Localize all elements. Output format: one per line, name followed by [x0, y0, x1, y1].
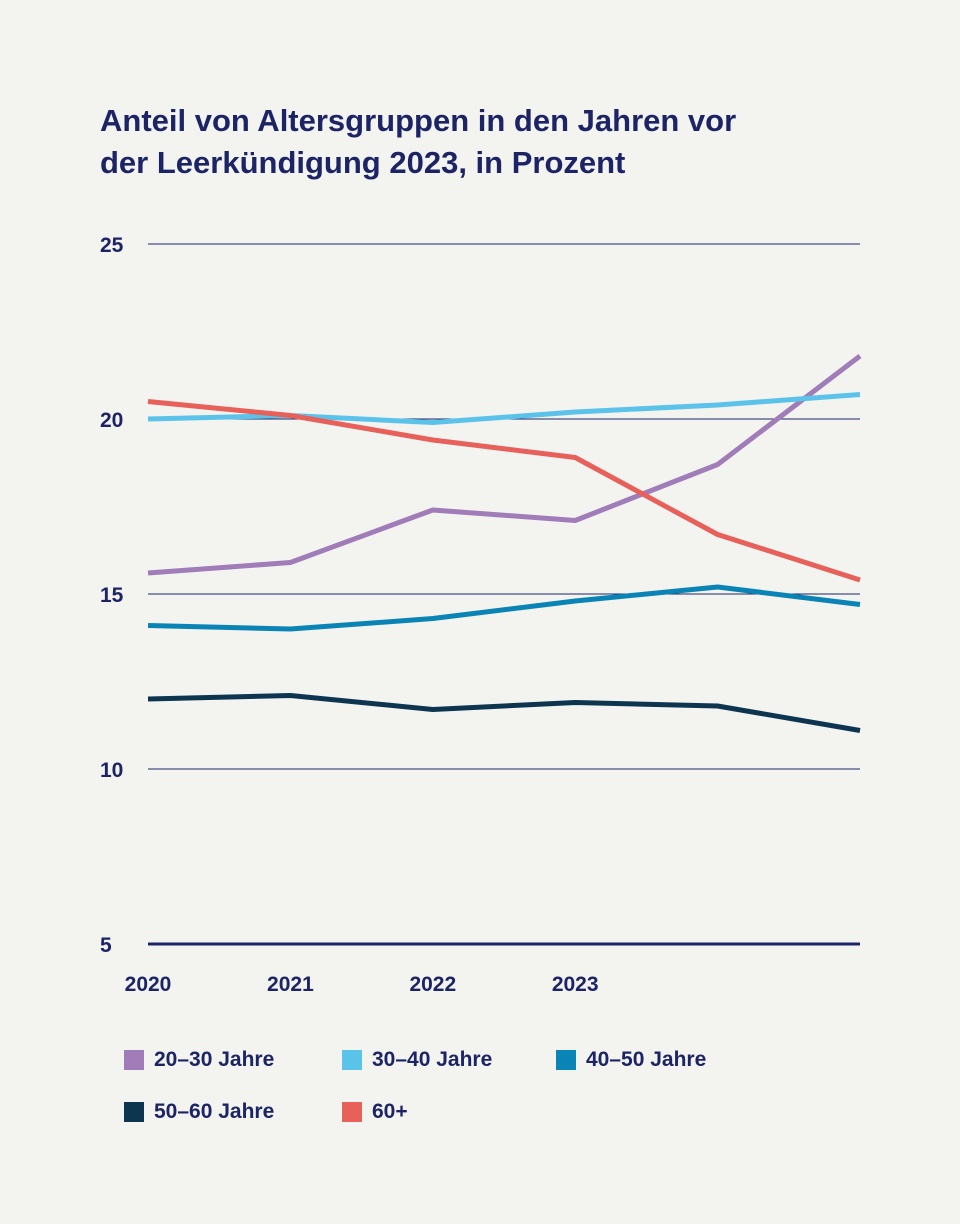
legend-row-2: 50–60 Jahre 60+ [124, 1094, 844, 1130]
legend-swatch-60-plus [342, 1102, 362, 1122]
line-chart: 25 20 15 10 5 2020 2021 2022 2023 [100, 234, 862, 996]
y-tick-label-10: 10 [100, 759, 123, 782]
legend-label-30-40: 30–40 Jahre [372, 1048, 493, 1071]
legend-label-20-30: 20–30 Jahre [154, 1048, 275, 1071]
series-lines [147, 354, 862, 733]
chart-title-line-1: Anteil von Altersgruppen in den Jahren v… [100, 103, 737, 138]
x-tick-label-2022: 2022 [409, 973, 456, 996]
legend-item-50-60: 50–60 Jahre [124, 1100, 342, 1124]
legend-item-40-50: 40–50 Jahre [556, 1048, 706, 1072]
series-line-3 [147, 693, 861, 733]
legend-label-60-plus: 60+ [372, 1100, 408, 1123]
series-line-0 [147, 354, 862, 576]
legend-row-1: 20–30 Jahre 30–40 Jahre 40–50 Jahre [124, 1042, 844, 1078]
x-axis-tick-labels: 2020 2021 2022 2023 [125, 973, 599, 996]
series-line-4 [147, 399, 861, 583]
legend-label-40-50: 40–50 Jahre [586, 1048, 707, 1071]
x-tick-label-2020: 2020 [125, 973, 172, 996]
x-tick-label-2023: 2023 [552, 973, 599, 996]
chart-title-line-2: der Leerkündigung 2023, in Prozent [100, 145, 626, 180]
chart-title: Anteil von Altersgruppen in den Jahren v… [100, 100, 820, 184]
legend-item-20-30: 20–30 Jahre [124, 1048, 342, 1072]
grid-lines [148, 243, 860, 946]
legend-swatch-40-50 [556, 1050, 576, 1070]
y-tick-label-25: 25 [100, 234, 124, 257]
y-tick-label-15: 15 [100, 584, 124, 607]
legend-item-60-plus: 60+ [342, 1100, 556, 1124]
y-axis-tick-labels: 25 20 15 10 5 [100, 234, 124, 957]
series-line-2 [147, 584, 861, 632]
x-tick-label-2021: 2021 [267, 973, 314, 996]
legend-item-30-40: 30–40 Jahre [342, 1048, 556, 1072]
legend: 20–30 Jahre 30–40 Jahre 40–50 Jahre 50–6… [124, 1042, 844, 1146]
legend-swatch-30-40 [342, 1050, 362, 1070]
series-line-1 [147, 392, 861, 425]
legend-swatch-20-30 [124, 1050, 144, 1070]
legend-label-50-60: 50–60 Jahre [154, 1100, 275, 1123]
y-tick-label-20: 20 [100, 409, 123, 432]
y-tick-label-5: 5 [100, 934, 112, 957]
legend-swatch-50-60 [124, 1102, 144, 1122]
